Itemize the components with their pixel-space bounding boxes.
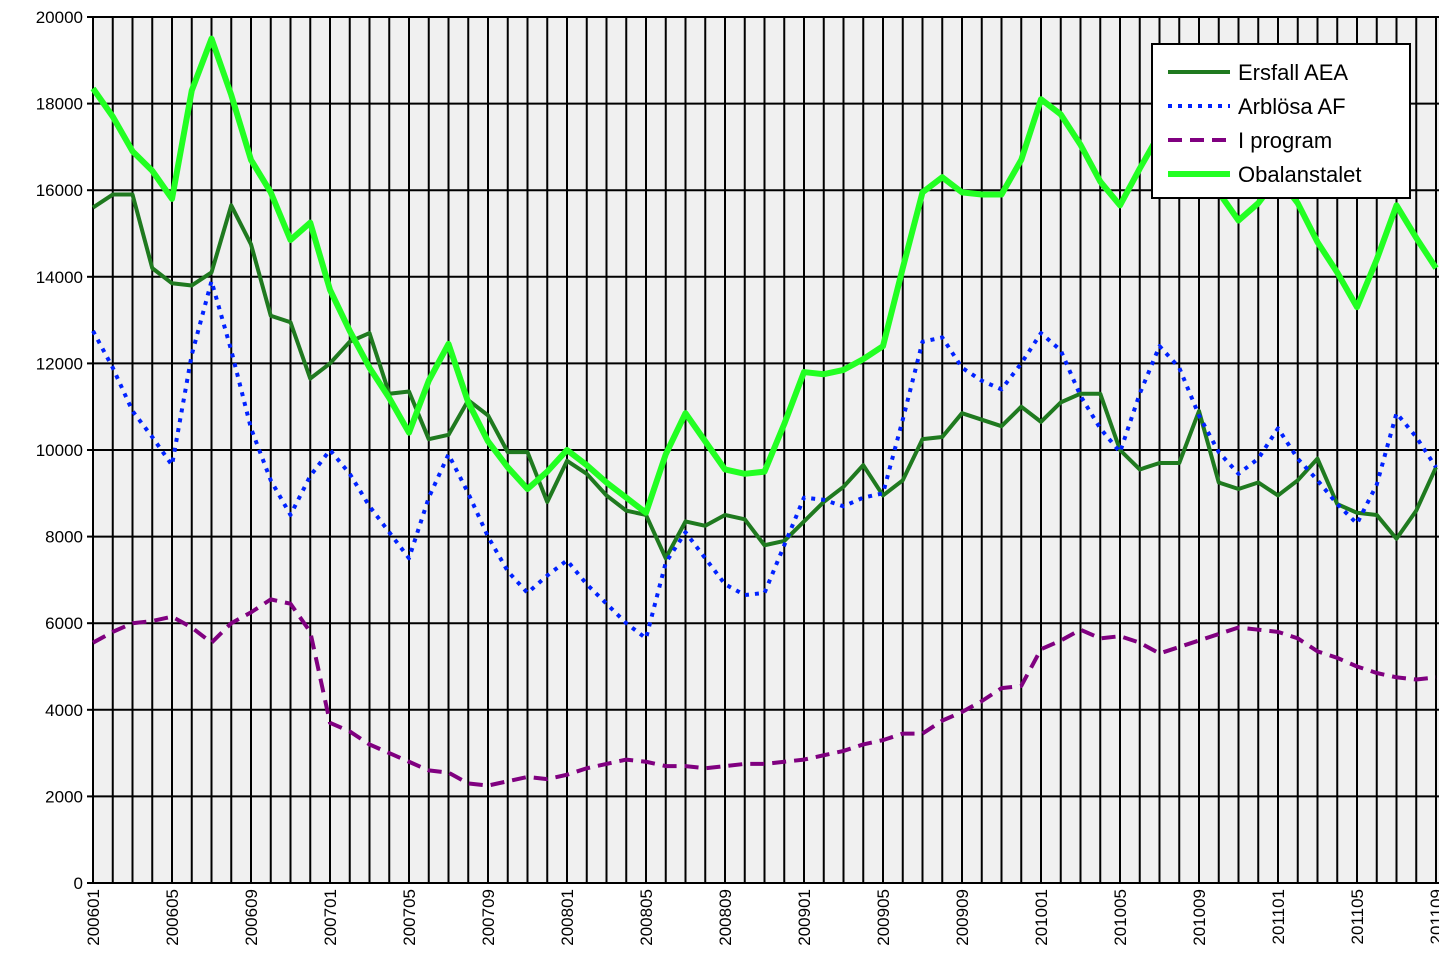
y-tick-label: 6000 xyxy=(45,614,83,633)
y-tick-label: 0 xyxy=(74,874,83,893)
series-line xyxy=(92,597,1437,788)
y-tick-label: 16000 xyxy=(36,181,83,200)
y-tick-label: 20000 xyxy=(36,8,83,27)
x-tick-label: 200701 xyxy=(321,889,340,946)
x-tick-label: 200705 xyxy=(400,889,419,946)
y-tick-label: 18000 xyxy=(36,95,83,114)
y-tick-label: 10000 xyxy=(36,441,83,460)
x-tick-label: 200805 xyxy=(637,889,656,946)
x-tick-label: 200605 xyxy=(163,889,182,946)
legend-label: Arblösa AF xyxy=(1238,94,1346,119)
x-tick-label: 200901 xyxy=(795,889,814,946)
x-tick-label: 200609 xyxy=(242,889,261,946)
x-tick-label: 200809 xyxy=(716,889,735,946)
x-tick-label: 201001 xyxy=(1032,889,1051,946)
x-tick-label: 200801 xyxy=(558,889,577,946)
x-tick-label: 200905 xyxy=(874,889,893,946)
y-tick-label: 12000 xyxy=(36,354,83,373)
x-tick-label: 201005 xyxy=(1111,889,1130,946)
x-tick-label: 200909 xyxy=(953,889,972,946)
legend-label: Obalanstalet xyxy=(1238,162,1362,187)
y-tick-label: 14000 xyxy=(36,268,83,287)
x-tick-label: 200601 xyxy=(84,889,103,946)
y-tick-label: 2000 xyxy=(45,787,83,806)
legend-label: Ersfall AEA xyxy=(1238,60,1348,85)
x-tick-label: 201105 xyxy=(1348,889,1367,944)
series-line xyxy=(91,192,1438,561)
y-tick-label: 8000 xyxy=(45,528,83,547)
legend-label: I program xyxy=(1238,128,1332,153)
x-tick-label: 200709 xyxy=(479,889,498,946)
x-tick-label: 201101 xyxy=(1269,889,1288,944)
legend: Ersfall AEA Arblösa AF I program Obalanstal… xyxy=(1151,43,1411,199)
y-tick-label: 4000 xyxy=(45,701,83,720)
x-tick-label: 201109 xyxy=(1427,889,1439,944)
x-tick-label: 201009 xyxy=(1190,889,1209,946)
